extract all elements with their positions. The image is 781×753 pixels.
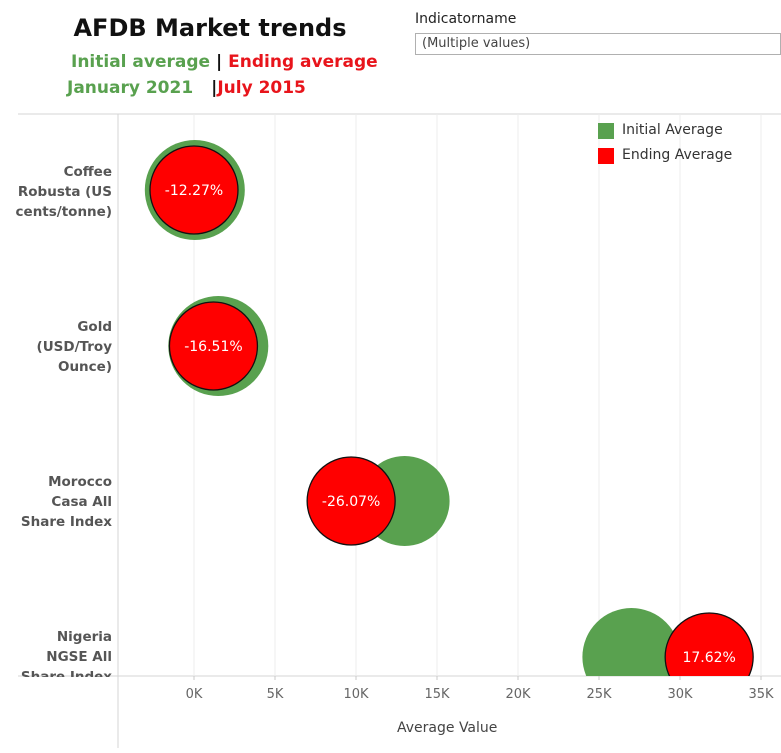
row-label-coffee: Coffee Robusta (US cents/tonne): [10, 162, 112, 222]
row-label-line: Ounce): [57, 359, 112, 375]
initial-average-bubble: [582, 608, 681, 676]
initial-average-label: Initial average: [71, 52, 211, 72]
legend-label-ending: Ending Average: [622, 147, 733, 163]
row-label-line: cents/tonne): [15, 204, 112, 220]
legend-label-initial: Initial Average: [622, 122, 723, 138]
row-label-line: Nigeria: [56, 629, 112, 645]
change-data-label: -26.07%: [322, 494, 380, 510]
subtitle-line-2: January 2021 |July 2015: [67, 78, 306, 98]
x-tick-label: 15K: [424, 687, 450, 702]
row-label-nigeria: Nigeria NGSE All Share Index: [10, 627, 112, 677]
row-label-line: Coffee: [63, 164, 112, 180]
chart-title: AFDB Market trends: [73, 14, 347, 42]
row-label-line: NGSE All: [46, 649, 112, 665]
row-label-line: (USD/Troy: [36, 339, 112, 355]
x-tick-label: 35K: [748, 687, 774, 702]
ending-average-label: Ending average: [228, 52, 378, 72]
ending-average-bubble: [149, 145, 239, 235]
row-label-line: Gold: [77, 319, 112, 335]
filter-label: Indicatorname: [415, 11, 517, 27]
x-tick-label: 20K: [505, 687, 531, 702]
x-axis-title: Average Value: [397, 720, 498, 736]
indicator-filter-dropdown[interactable]: (Multiple values): [415, 33, 781, 55]
change-data-label: 17.62%: [682, 650, 735, 666]
ending-average-bubble: [168, 301, 259, 391]
x-tick-label: 30K: [667, 687, 693, 702]
ending-date-label: July 2015: [217, 78, 306, 98]
change-data-label: -12.27%: [165, 183, 223, 199]
row-label-line: Robusta (US: [17, 184, 112, 200]
row-label-line: Share Index: [20, 669, 112, 677]
x-tick-label: 10K: [343, 687, 369, 702]
subtitle-line-1: Initial average | Ending average: [71, 52, 378, 72]
ending-average-bubble: [664, 612, 754, 676]
x-tick-label: 25K: [586, 687, 612, 702]
legend-swatch-initial: [598, 123, 614, 139]
row-label-morocco: Morocco Casa All Share Index: [10, 472, 112, 532]
row-label-line: Casa All: [51, 494, 112, 510]
legend-swatch-ending: [598, 148, 614, 164]
change-data-label: -16.51%: [184, 339, 242, 355]
x-tick-label: 0K: [186, 687, 203, 702]
ending-average-bubble: [306, 456, 396, 546]
x-tick-label: 5K: [267, 687, 284, 702]
row-label-line: Morocco: [48, 474, 112, 490]
row-label-gold: Gold (USD/Troy Ounce): [10, 317, 112, 377]
subtitle-separator: |: [216, 52, 223, 72]
date-separator: |: [211, 78, 218, 98]
initial-date-label: January 2021: [67, 78, 194, 98]
row-label-line: Share Index: [20, 514, 112, 530]
